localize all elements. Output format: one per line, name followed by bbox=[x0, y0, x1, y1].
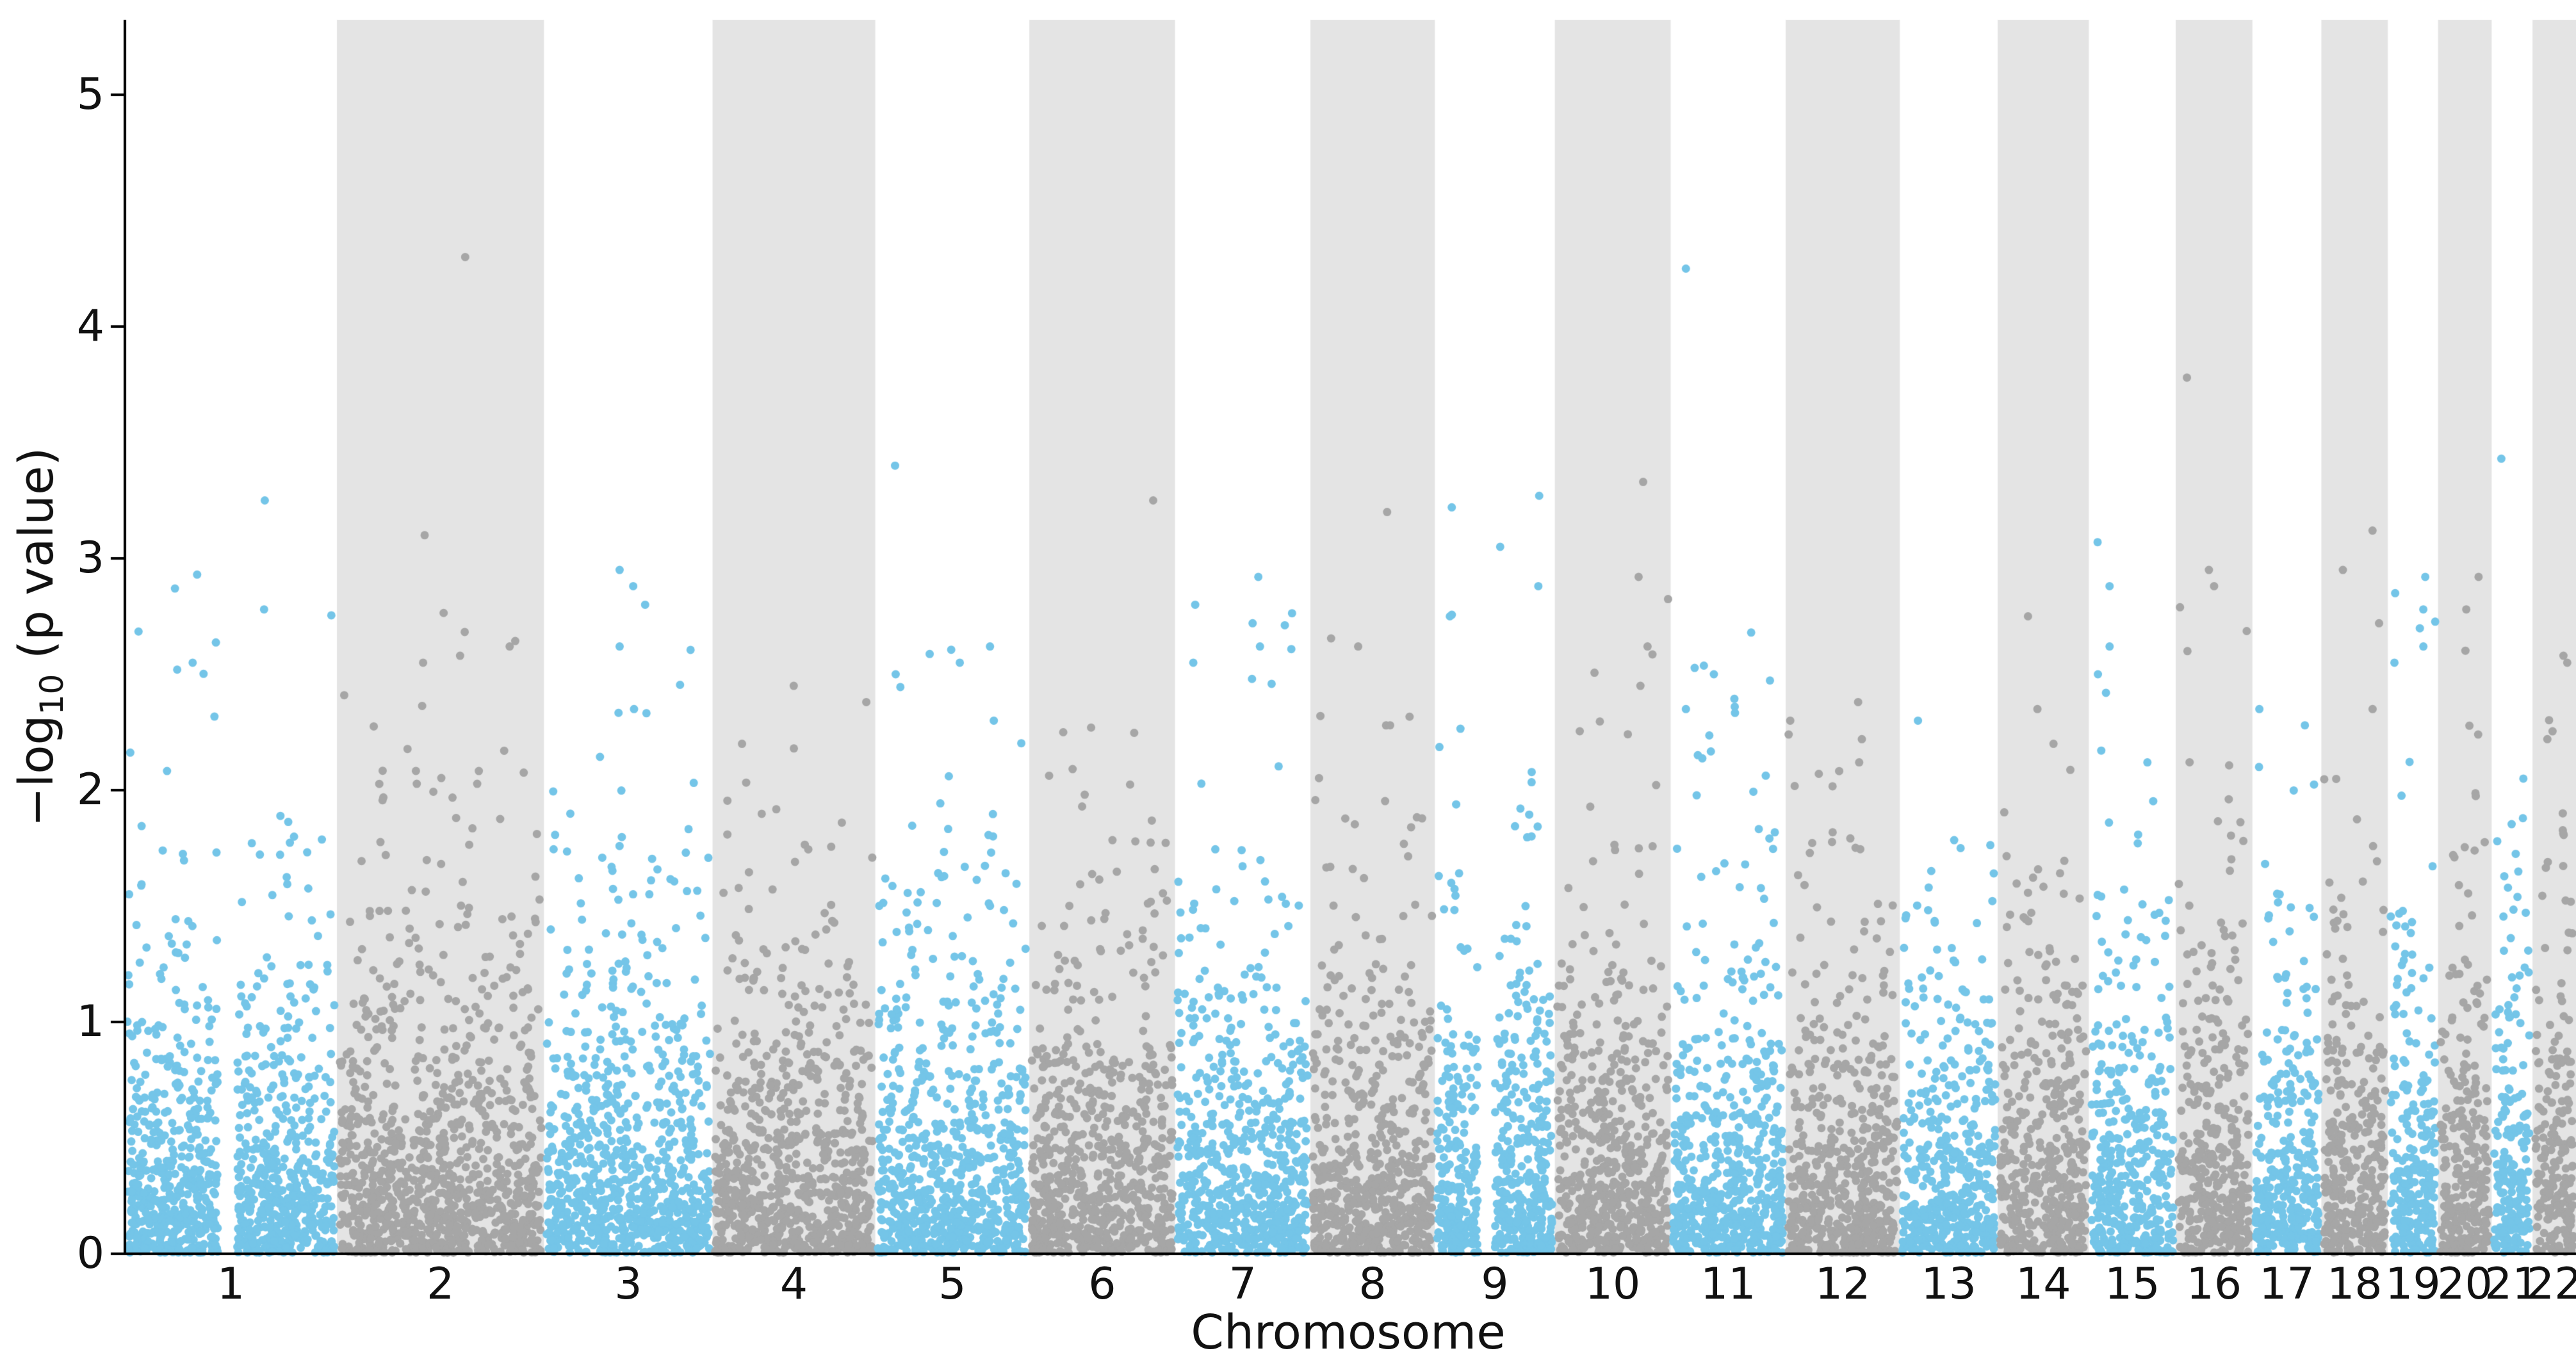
x-tick-label: 12 bbox=[1814, 1259, 1871, 1309]
x-tick-label: 4 bbox=[779, 1259, 808, 1309]
x-axis-label: Chromosome bbox=[1191, 1305, 1506, 1360]
x-tick-label: 3 bbox=[614, 1259, 642, 1309]
x-tick-label: 7 bbox=[1228, 1259, 1257, 1309]
y-axis-label-subscript: 10 bbox=[32, 674, 70, 715]
x-tick-label: 5 bbox=[938, 1259, 966, 1309]
x-tick-label: 11 bbox=[1700, 1259, 1756, 1309]
x-tick-label: 21 bbox=[2484, 1259, 2540, 1309]
x-tick-label: 13 bbox=[1921, 1259, 1977, 1309]
x-tick-label: 19 bbox=[2385, 1259, 2441, 1309]
x-tick-label: 22 bbox=[2526, 1259, 2576, 1309]
x-tick-label: 18 bbox=[2327, 1259, 2383, 1309]
x-tick-label: 17 bbox=[2259, 1259, 2315, 1309]
x-tick-label: 10 bbox=[1585, 1259, 1641, 1309]
x-tick-label: 15 bbox=[2104, 1259, 2160, 1309]
x-tick-label: 9 bbox=[1481, 1259, 1509, 1309]
y-tick-label: 0 bbox=[76, 1228, 104, 1279]
x-tick-label: 2 bbox=[427, 1259, 455, 1309]
x-tick-label: 14 bbox=[2015, 1259, 2071, 1309]
x-tick-label: 8 bbox=[1358, 1259, 1387, 1309]
y-tick-label: 1 bbox=[76, 996, 104, 1047]
x-tick-label: 16 bbox=[2186, 1259, 2242, 1309]
x-tick-label: 20 bbox=[2437, 1259, 2493, 1309]
y-tick-label: 5 bbox=[76, 69, 104, 120]
x-tick-label: 6 bbox=[1088, 1259, 1116, 1309]
x-tick-label: 1 bbox=[216, 1259, 245, 1309]
y-tick-label: 2 bbox=[76, 765, 104, 815]
y-tick-label: 3 bbox=[76, 533, 104, 583]
y-tick-label: 4 bbox=[76, 301, 104, 352]
